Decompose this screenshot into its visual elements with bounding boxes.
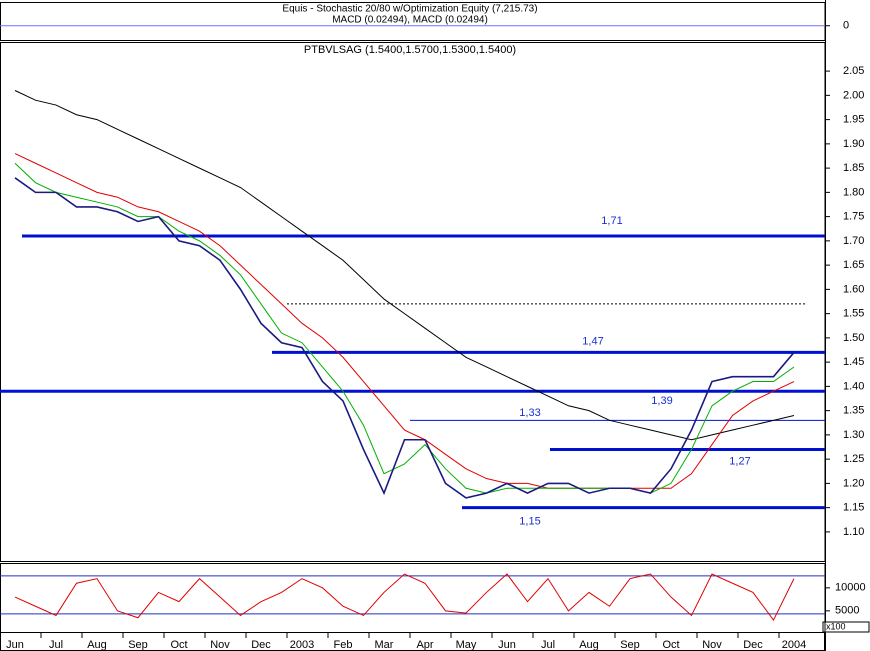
y-tick-label: 0: [843, 20, 849, 32]
y-tick-label: 1.10: [843, 526, 864, 538]
x-tick-label: 2003: [290, 639, 314, 651]
x-tick-label: Apr: [416, 639, 433, 651]
panel-frame: [0, 2, 826, 41]
y-tick-label: 2.00: [843, 89, 864, 101]
x-tick-label: Oct: [662, 639, 679, 651]
y-tick-label: 1.35: [843, 405, 864, 417]
x-tick-label: Dec: [251, 639, 271, 651]
panel-frame: [0, 42, 826, 562]
x-tick-label: Aug: [87, 639, 107, 651]
series-line: [14, 90, 795, 441]
x-tick-label: May: [456, 639, 477, 651]
y-tick-label: 2.05: [843, 65, 864, 77]
x-tick-label: 2004: [782, 639, 806, 651]
y-tick-label: 5000: [835, 605, 859, 617]
series-line: [14, 573, 795, 621]
y-tick-label: 1.55: [843, 308, 864, 320]
y-tick-label: 1.85: [843, 162, 864, 174]
x-tick-label: Nov: [702, 639, 722, 651]
x-tick-label: Jun: [498, 639, 516, 651]
y-tick-label: 1.40: [843, 380, 864, 392]
y-tick-label: 1.70: [843, 235, 864, 247]
chart-title: PTBVLSAG (1.5400,1.5700,1.5300,1.5400): [304, 44, 516, 56]
y-tick-label: 1.20: [843, 477, 864, 489]
level-label: 1,71: [601, 215, 622, 227]
x-tick-label: Dec: [743, 639, 763, 651]
level-label: 1,27: [729, 455, 750, 467]
level-label: 1,47: [582, 335, 603, 347]
y-tick-label: 1.45: [843, 356, 864, 368]
series-line: [14, 153, 795, 489]
chart-subtitle: MACD (0.02494), MACD (0.02494): [332, 15, 488, 26]
level-label: 1,15: [519, 516, 540, 528]
x-tick-label: Oct: [170, 639, 187, 651]
y-tick-label: 1.75: [843, 211, 864, 223]
x-tick-label: Aug: [579, 639, 599, 651]
series-line: [14, 177, 795, 499]
level-label: 1,33: [519, 407, 540, 419]
y-tick-label: 1.65: [843, 259, 864, 271]
y-tick-label: 1.50: [843, 332, 864, 344]
chart-title: Equis - Stochastic 20/80 w/Optimization …: [282, 4, 537, 15]
x-tick-label: Sep: [128, 639, 148, 651]
series-line: [14, 162, 795, 494]
y-tick-label: 10000: [835, 582, 866, 594]
y-tick-label: 1.15: [843, 502, 864, 514]
y-tick-label: 1.95: [843, 114, 864, 126]
y-tick-label: 1.80: [843, 186, 864, 198]
y-tick-label: 1.30: [843, 429, 864, 441]
y-tick-label: 1.25: [843, 453, 864, 465]
x-tick-label: Feb: [334, 639, 353, 651]
unit-box: [822, 621, 870, 633]
x-tick-label: Sep: [620, 639, 640, 651]
x-tick-label: Jun: [6, 639, 24, 651]
x-tick-label: Jul: [541, 639, 555, 651]
x-tick-label: Mar: [375, 639, 394, 651]
y-tick-label: 1.90: [843, 138, 864, 150]
x-tick-label: Jul: [49, 639, 63, 651]
x-tick-label: Nov: [210, 639, 230, 651]
y-tick-label: 1.60: [843, 283, 864, 295]
panel-frame: [0, 563, 826, 633]
unit-label: x100: [826, 621, 846, 631]
x-axis-band: [0, 632, 825, 651]
level-label: 1,39: [651, 395, 672, 407]
